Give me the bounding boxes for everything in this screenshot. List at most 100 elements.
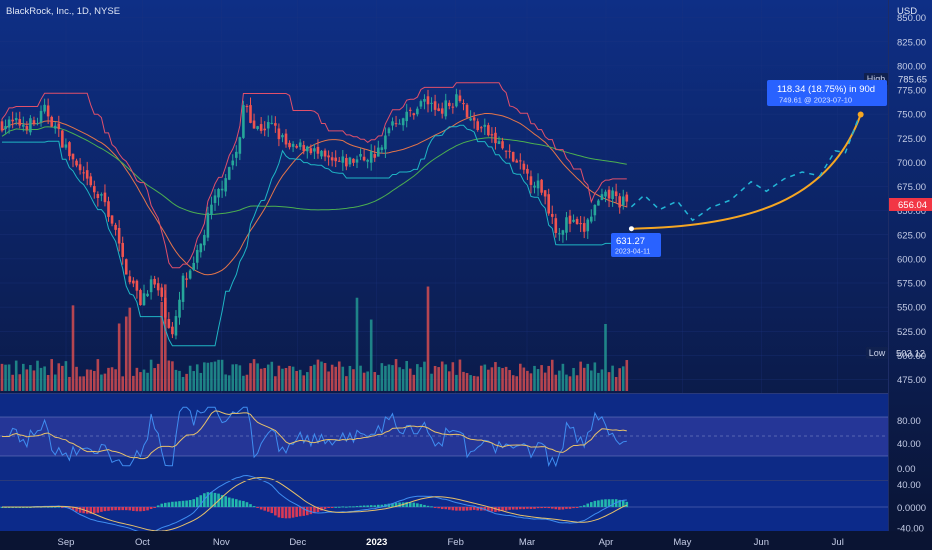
candle-body[interactable] [117,227,121,244]
candle-body[interactable] [39,110,43,123]
candle-body[interactable] [625,194,629,202]
candle-body[interactable] [565,217,568,233]
candle-body[interactable] [85,170,89,179]
candle-body[interactable] [405,111,408,122]
candle-body[interactable] [590,216,593,222]
candle-body[interactable] [103,192,107,203]
candle-body[interactable] [508,150,511,152]
candle-body[interactable] [281,135,284,138]
candle-body[interactable] [306,146,309,152]
candle-body[interactable] [46,105,50,117]
candle-body[interactable] [124,259,128,275]
candle-body[interactable] [231,160,235,166]
candle-body[interactable] [32,120,36,124]
candle-body[interactable] [504,150,508,152]
candle-body[interactable] [540,179,543,193]
candle-body[interactable] [256,126,259,130]
projection-start-point[interactable] [628,226,634,232]
candle-body[interactable] [295,145,298,148]
candle-body[interactable] [423,99,426,102]
candle-body[interactable] [526,168,529,174]
candle-body[interactable] [266,122,270,129]
candle-body[interactable] [263,128,266,131]
candle-body[interactable] [96,194,100,199]
candle-body[interactable] [132,280,135,284]
candle-body[interactable] [575,218,579,225]
candle-body[interactable] [369,151,373,163]
candle-body[interactable] [64,144,68,148]
candle-body[interactable] [153,278,156,285]
candle-body[interactable] [185,278,188,280]
time-axis[interactable]: Sep Oct Nov Dec 2023 Feb Mar Apr May Jun Jul [58,537,844,548]
candle-body[interactable] [533,185,536,188]
candle-body[interactable] [320,150,323,157]
candle-body[interactable] [334,157,337,162]
candle-body[interactable] [614,191,618,197]
projection-arc[interactable] [631,114,862,230]
candle-body[interactable] [302,145,306,152]
candle-body[interactable] [227,167,231,180]
candle-body[interactable] [7,119,11,128]
candle-body[interactable] [451,106,455,108]
candle-body[interactable] [53,125,57,129]
candle-body[interactable] [401,118,405,126]
candle-body[interactable] [323,150,327,157]
candle-body[interactable] [433,101,437,110]
candle-body[interactable] [618,196,621,208]
candle-body[interactable] [274,123,277,126]
candle-body[interactable] [398,123,401,125]
candle-body[interactable] [313,148,316,152]
projection-end-point[interactable] [857,111,864,118]
candle-body[interactable] [210,204,213,216]
candle-body[interactable] [455,94,458,107]
candle-body[interactable] [366,159,369,162]
candle-body[interactable] [345,157,348,167]
candle-body[interactable] [171,326,174,335]
candle-body[interactable] [188,270,192,279]
candle-body[interactable] [536,180,540,189]
candle-body[interactable] [249,105,252,123]
candle-body[interactable] [206,212,210,238]
candle-body[interactable] [380,147,384,150]
candle-body[interactable] [78,164,82,171]
candle-body[interactable] [252,120,256,129]
candle-body[interactable] [561,230,565,235]
candle-body[interactable] [61,130,64,148]
candle-body[interactable] [412,113,416,116]
candle-body[interactable] [195,249,199,263]
candle-body[interactable] [277,128,281,140]
candle-body[interactable] [0,121,4,131]
candle-body[interactable] [522,163,526,170]
candle-body[interactable] [284,133,288,145]
candle-body[interactable] [4,126,7,130]
candle-body[interactable] [288,142,291,148]
candlestick-series[interactable] [0,88,629,340]
candle-body[interactable] [337,160,341,162]
candle-body[interactable] [199,243,203,253]
candle-body[interactable] [600,194,604,200]
candle-body[interactable] [497,141,501,144]
candle-body[interactable] [167,319,171,328]
candle-body[interactable] [377,147,380,157]
candle-body[interactable] [458,95,462,102]
candle-body[interactable] [57,123,61,130]
candle-body[interactable] [568,215,572,224]
candle-body[interactable] [149,279,153,293]
candle-body[interactable] [479,127,483,129]
candle-body[interactable] [93,186,96,193]
candle-body[interactable] [213,195,217,203]
candle-body[interactable] [494,132,497,144]
candle-body[interactable] [611,190,614,199]
candle-body[interactable] [330,157,334,161]
candle-body[interactable] [11,119,14,122]
candle-body[interactable] [469,118,472,121]
candle-body[interactable] [490,134,494,136]
candle-body[interactable] [543,190,547,197]
candle-body[interactable] [259,124,263,131]
candle-body[interactable] [68,142,71,157]
candle-body[interactable] [107,201,110,217]
candle-body[interactable] [75,160,78,166]
candle-body[interactable] [160,287,164,297]
candle-body[interactable] [550,213,554,217]
